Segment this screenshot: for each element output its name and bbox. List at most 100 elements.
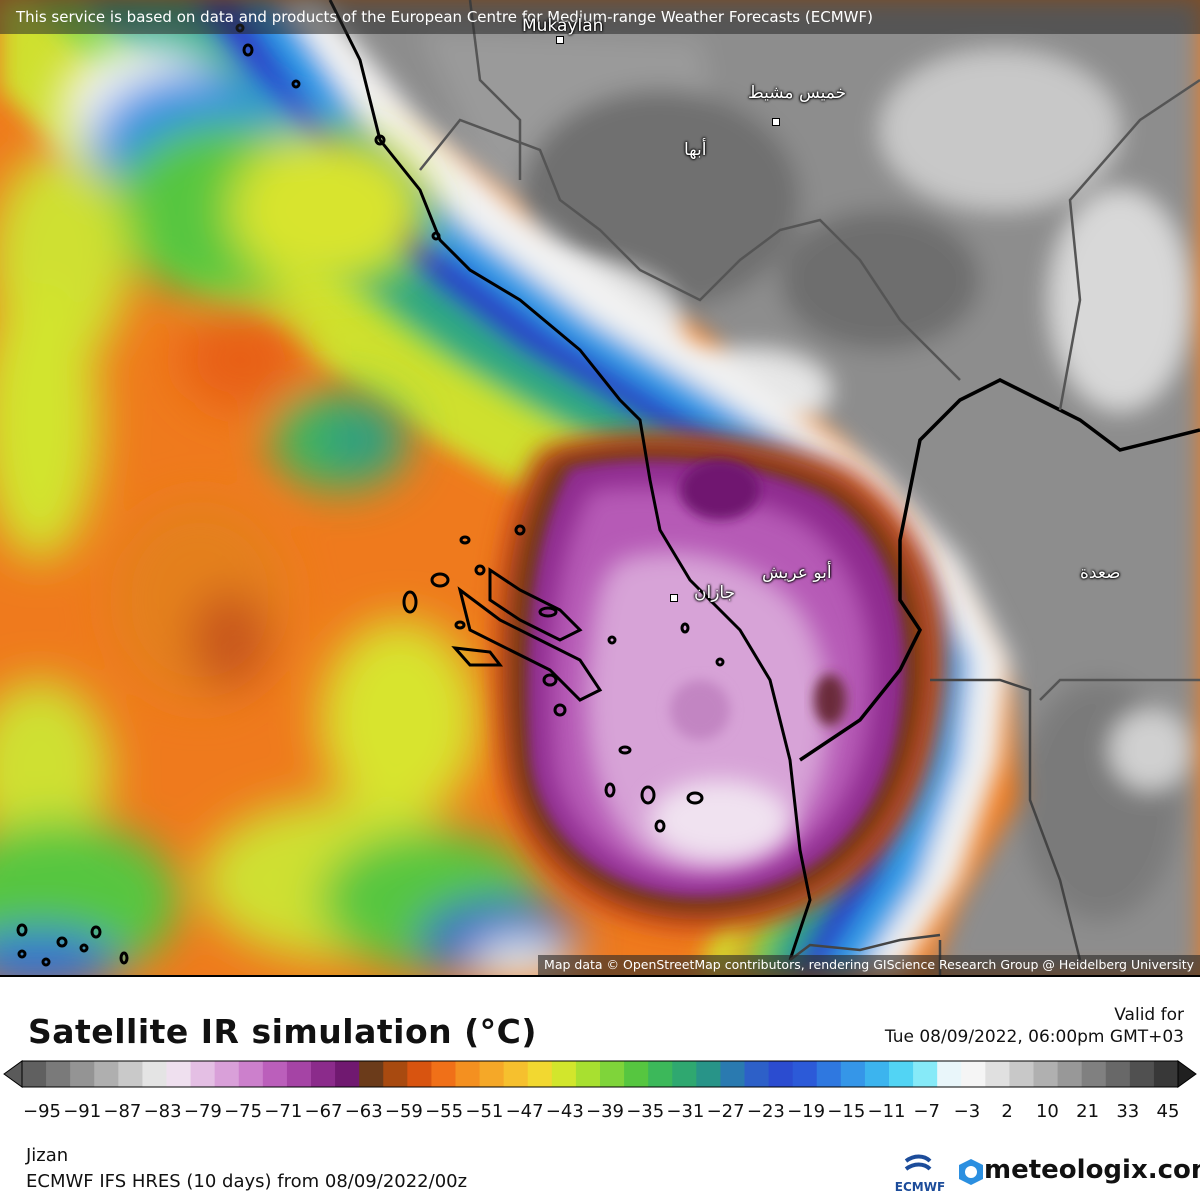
colorbar-tick-label: −75 xyxy=(224,1101,263,1122)
colorbar xyxy=(3,1060,1197,1088)
sea-cloud-patterns xyxy=(0,40,580,975)
city-marker-jizan xyxy=(670,594,678,602)
colorbar-tick-label: −23 xyxy=(746,1101,785,1122)
colorbar-cell xyxy=(407,1061,433,1087)
colorbar-cell xyxy=(359,1061,384,1087)
colorbar-cell xyxy=(744,1061,770,1087)
colorbar-tick-label: 2 xyxy=(1001,1101,1013,1122)
ecmwf-logo-text: ECMWF xyxy=(894,1180,946,1194)
colorbar-tick-label: −67 xyxy=(304,1101,343,1122)
colorbar-tick-label: −71 xyxy=(264,1101,303,1122)
colorbar-cell xyxy=(335,1061,360,1087)
legend-panel: Satellite IR simulation (°C) Valid for T… xyxy=(0,975,1200,1202)
colorbar-tick-label: −87 xyxy=(103,1101,142,1122)
farasan-islands xyxy=(16,23,725,967)
colorbar-cell xyxy=(937,1061,962,1087)
colorbar-cell xyxy=(672,1061,697,1087)
colorbar-cell xyxy=(479,1061,505,1087)
colorbar-cell xyxy=(503,1061,529,1087)
colorbar-tick-label: −95 xyxy=(23,1101,61,1122)
model-run: ECMWF IFS HRES (10 days) from 08/09/2022… xyxy=(26,1171,468,1192)
city-marker-mukaylan xyxy=(556,36,564,44)
colorbar-cell xyxy=(1057,1061,1083,1087)
colorbar-cell xyxy=(864,1061,890,1087)
colorbar-cell xyxy=(913,1061,938,1087)
colorbar-cell xyxy=(840,1061,866,1087)
colorbar-tick-label: −83 xyxy=(143,1101,182,1122)
colorbar-cell xyxy=(46,1061,71,1087)
valid-for-label: Valid for xyxy=(1114,1005,1184,1025)
city-label-mukaylan: Mukaylan xyxy=(522,16,604,36)
colorbar-cell xyxy=(527,1061,553,1087)
city-label-abha: أبها xyxy=(684,140,707,160)
city-label-abu-arish: أبو عريش xyxy=(762,563,832,583)
colorbar-cell xyxy=(792,1061,818,1087)
colorbar-tick-label: −35 xyxy=(626,1101,665,1122)
colorbar-cell xyxy=(190,1061,216,1087)
location-name: Jizan xyxy=(26,1145,69,1166)
colorbar-cell xyxy=(889,1061,914,1087)
colorbar-cell xyxy=(624,1061,649,1087)
colorbar-cell xyxy=(551,1061,577,1087)
osm-attribution[interactable]: Map data © OpenStreetMap contributors, r… xyxy=(538,955,1200,975)
city-marker-khamis-mushait xyxy=(772,118,780,126)
colorbar-cell xyxy=(648,1061,673,1087)
colorbar-cell xyxy=(383,1061,408,1087)
colorbar-cell xyxy=(575,1061,601,1087)
satellite-ir-field xyxy=(0,0,1200,975)
city-label-jizan: جازان xyxy=(694,583,736,603)
colorbar-cell xyxy=(985,1061,1011,1087)
colorbar-tick-label: −19 xyxy=(787,1101,826,1122)
colorbar-tick-label: 33 xyxy=(1116,1101,1140,1122)
colorbar-tick-label: 21 xyxy=(1076,1101,1100,1122)
city-label-saada: صعدة xyxy=(1080,563,1121,583)
colorbar-tick-label: −31 xyxy=(666,1101,705,1122)
colorbar-cell xyxy=(1009,1061,1035,1087)
colorbar-cell xyxy=(311,1061,336,1087)
colorbar-cell xyxy=(961,1061,986,1087)
colorbar-tick-label: −91 xyxy=(63,1101,102,1122)
meteologix-brand[interactable]: meteologix.com xyxy=(984,1155,1200,1185)
colorbar-cell xyxy=(720,1061,746,1087)
colorbar-cell xyxy=(142,1061,168,1087)
colorbar-tick-label: −15 xyxy=(827,1101,866,1122)
colorbar-tick-label: −27 xyxy=(706,1101,745,1122)
ecmwf-attribution: This service is based on data and produc… xyxy=(0,0,1200,34)
colorbar-cell xyxy=(94,1061,119,1087)
colorbar-cell xyxy=(1129,1061,1155,1087)
colorbar-tick-label: −7 xyxy=(913,1101,940,1122)
colorbar-cell xyxy=(816,1061,842,1087)
colorbar-tick-label: 10 xyxy=(1035,1101,1059,1122)
colorbar-tick-label: −39 xyxy=(586,1101,624,1122)
colorbar-left-arrow xyxy=(3,1060,23,1088)
colorbar-cell xyxy=(1033,1061,1059,1087)
colorbar-tick-label: −11 xyxy=(867,1101,906,1122)
colorbar-cell xyxy=(166,1061,192,1087)
colorbar-tick-label: 45 xyxy=(1156,1101,1180,1122)
colorbar-cell xyxy=(600,1061,625,1087)
colorbar-right-arrow xyxy=(1177,1060,1197,1088)
colorbar-tick-label: −55 xyxy=(425,1101,464,1122)
colorbar-cell xyxy=(238,1061,264,1087)
colorbar-ticks: −95 −91 −87 −83 −79 −75 −71 −67 −63 −59 −55 −51 −47−… xyxy=(0,1101,1200,1125)
meteologix-logo-icon xyxy=(959,1159,983,1185)
colorbar-cell xyxy=(1105,1061,1131,1087)
colorbar-cell xyxy=(70,1061,95,1087)
product-title: Satellite IR simulation (°C) xyxy=(28,1012,537,1051)
colorbar-cell xyxy=(431,1061,457,1087)
colorbar-tick-label: −79 xyxy=(183,1101,222,1122)
ecmwf-logo-icon xyxy=(904,1154,932,1171)
weather-map[interactable]: This service is based on data and produc… xyxy=(0,0,1200,975)
colorbar-cell xyxy=(1081,1061,1107,1087)
colorbar-cell xyxy=(768,1061,794,1087)
colorbar-tick-label: −43 xyxy=(545,1101,584,1122)
colorbar-cell xyxy=(214,1061,240,1087)
colorbar-tick-label: −59 xyxy=(384,1101,423,1122)
colorbar-cell xyxy=(22,1061,47,1087)
colorbar-cell xyxy=(1153,1061,1179,1087)
valid-time: Tue 08/09/2022, 06:00pm GMT+03 xyxy=(884,1027,1184,1047)
colorbar-tick-label: −63 xyxy=(344,1101,383,1122)
borders xyxy=(328,0,1200,975)
colorbar-cell xyxy=(262,1061,288,1087)
storm-cell xyxy=(494,432,946,930)
